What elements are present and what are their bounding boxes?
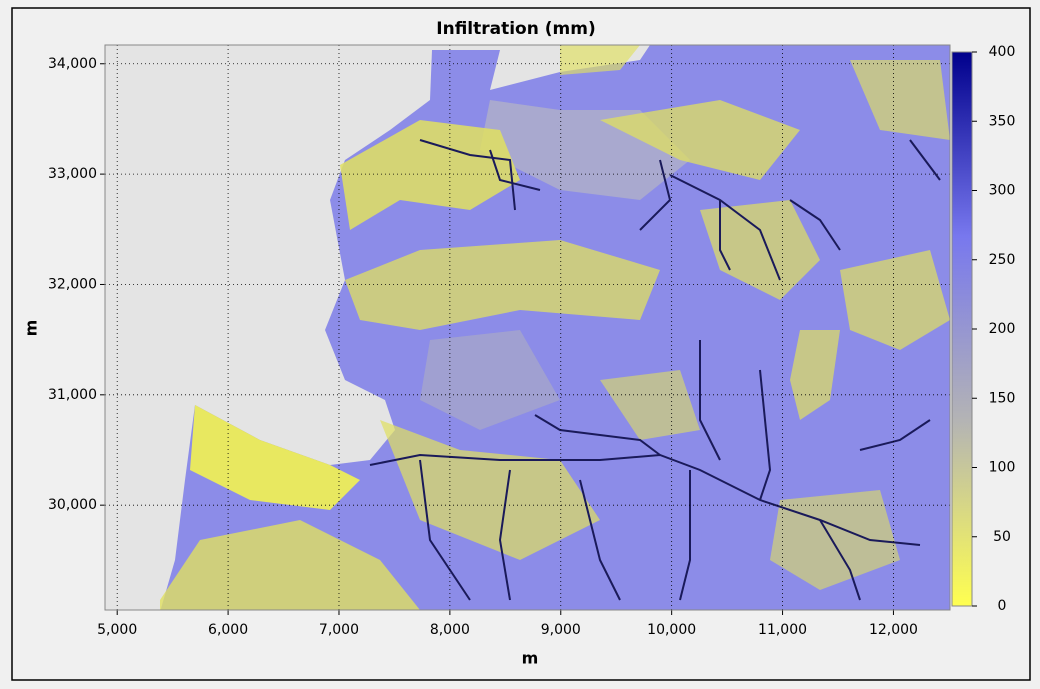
raster-gray <box>420 330 560 430</box>
plot-border <box>104 44 951 611</box>
colorbar-tick-label: 350 <box>989 113 1016 129</box>
stream <box>534 414 661 456</box>
x-tick-label: 11,000 <box>758 622 807 638</box>
stream <box>789 199 841 251</box>
stream <box>369 453 921 546</box>
raster-yellow <box>160 520 420 610</box>
x-tick-label: 6,000 <box>208 622 248 638</box>
raster <box>160 45 950 610</box>
colorbar-tick-label: 150 <box>989 390 1016 406</box>
raster-yellow <box>700 200 820 300</box>
y-tick-label: 34,000 <box>48 56 97 72</box>
stream <box>819 519 861 601</box>
raster-yellow <box>340 120 520 230</box>
stream <box>498 469 511 601</box>
colorbar-tick-label: 250 <box>989 252 1016 268</box>
raster-yellow <box>560 45 640 75</box>
colorbar-tick-label: 100 <box>989 460 1016 476</box>
raster-yellow <box>790 330 840 420</box>
colorbar-tick-label: 50 <box>993 529 1011 545</box>
streams <box>369 139 941 601</box>
raster-yellow <box>840 250 950 350</box>
x-tick-label: 7,000 <box>319 622 359 638</box>
y-tick-label: 33,000 <box>48 166 97 182</box>
stream <box>699 340 721 461</box>
stream <box>669 174 781 281</box>
colorbar-tick-label: 300 <box>989 183 1016 199</box>
raster-yellow <box>600 100 800 180</box>
axes: 5,000 6,000 7,000 8,000 9,000 10,000 11,000 12,… <box>48 45 950 638</box>
colorbar-tick-label: 200 <box>989 321 1016 337</box>
x-axis-label: m <box>522 649 539 668</box>
stream <box>759 369 772 501</box>
colorbar-tick-label: 0 <box>998 598 1007 614</box>
y-tick-label: 31,000 <box>48 387 97 403</box>
stream <box>639 159 672 231</box>
stream <box>719 200 731 271</box>
chart-title: Infiltration (mm) <box>436 19 595 39</box>
raster-yellow <box>850 60 950 140</box>
raster-yellow <box>600 370 700 440</box>
x-tick-label: 8,000 <box>430 622 470 638</box>
raster-yellow <box>345 240 660 330</box>
colorbar-tick-label: 400 <box>989 44 1016 60</box>
colorbar <box>951 51 973 607</box>
x-tick-label: 9,000 <box>541 622 581 638</box>
stream <box>909 139 941 181</box>
x-tick-label: 5,000 <box>97 622 137 638</box>
stream <box>579 479 621 601</box>
stream <box>489 149 541 191</box>
raster-yellow <box>190 405 360 510</box>
y-tick-label: 32,000 <box>48 276 97 292</box>
y-tick-label: 30,000 <box>48 497 97 513</box>
stream <box>419 459 471 601</box>
x-tick-label: 12,000 <box>869 622 918 638</box>
stream <box>679 470 691 601</box>
x-tick-label: 10,000 <box>647 622 696 638</box>
stream <box>419 139 516 211</box>
y-axis-label: m <box>22 320 41 337</box>
stream <box>859 419 931 451</box>
